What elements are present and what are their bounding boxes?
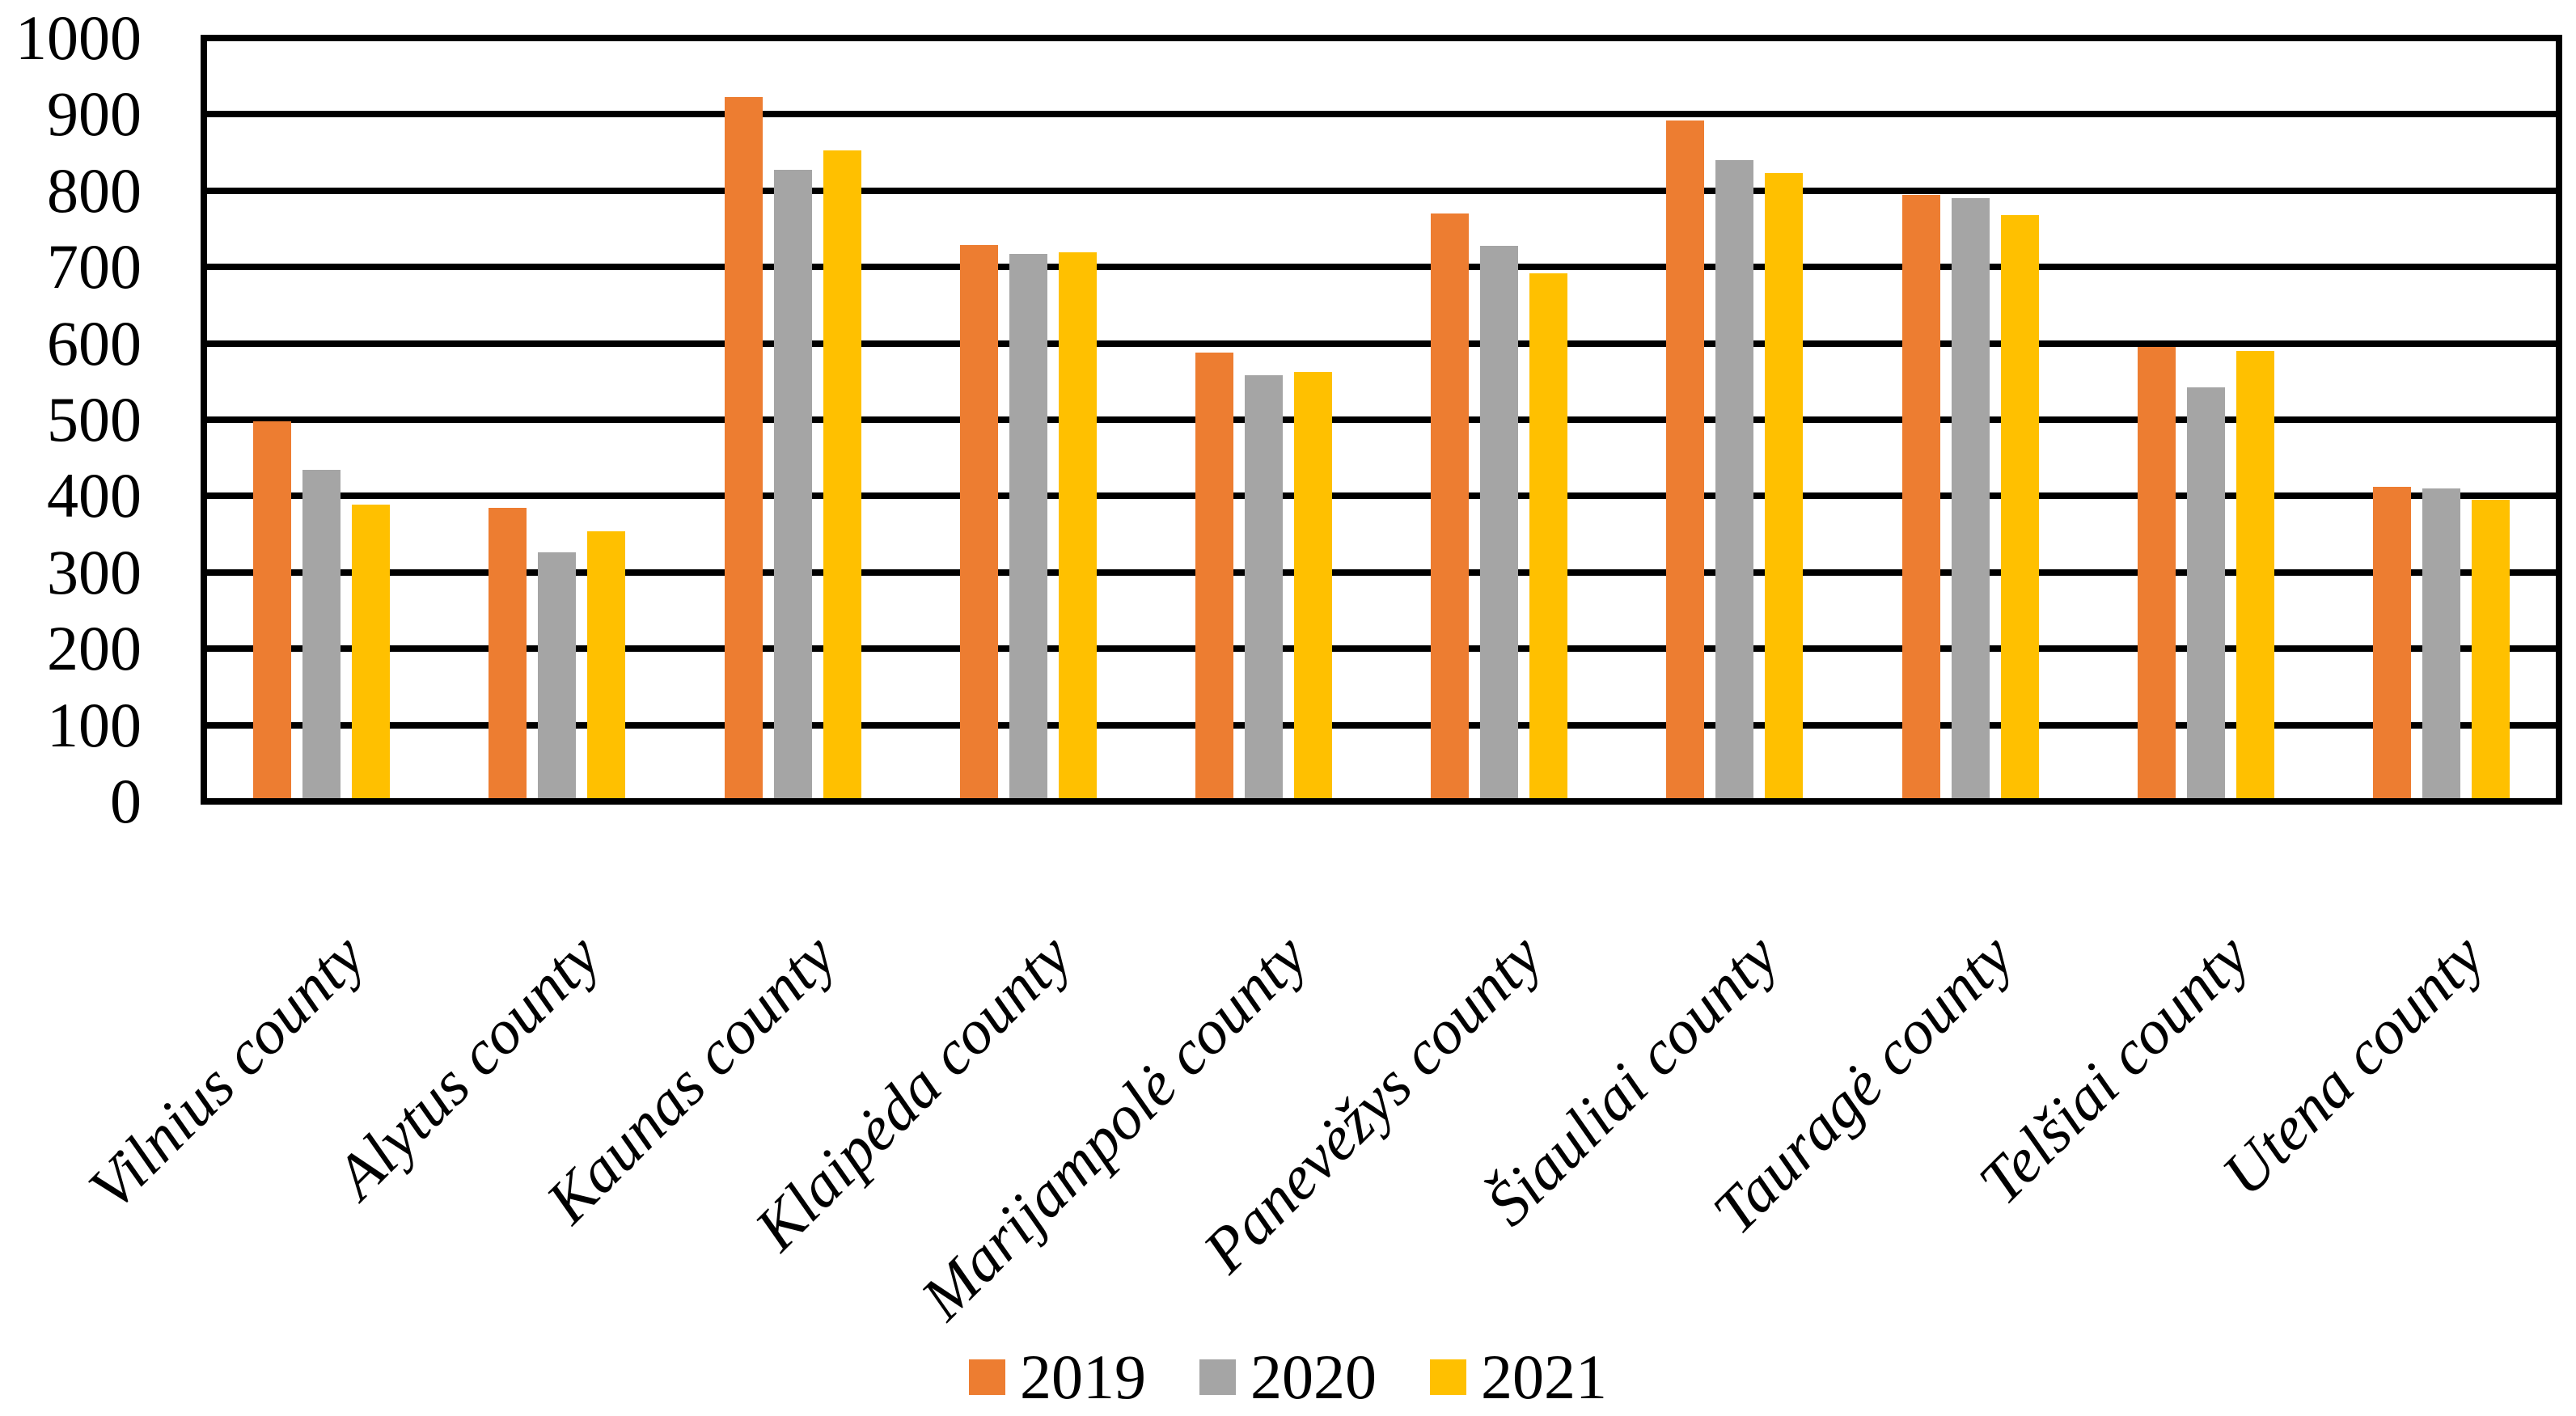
bar-tauragė-2020	[1951, 198, 1990, 805]
bar-vilnius-2020	[302, 470, 341, 805]
gridline-900	[201, 111, 2562, 118]
legend-swatch-2019	[969, 1359, 1005, 1395]
y-tick-label-800: 800	[47, 154, 142, 226]
legend-swatch-2021	[1430, 1359, 1466, 1395]
bar-klaipėda-2020	[1009, 253, 1047, 805]
gridline-500	[201, 416, 2562, 423]
legend-item-2020: 2020	[1199, 1342, 1377, 1412]
y-tick-label-400: 400	[47, 460, 142, 531]
legend-label-2021: 2021	[1481, 1342, 1607, 1412]
bar-panevėžys-2020	[1480, 246, 1519, 805]
bar-kaunas-2021	[823, 150, 861, 805]
bar-vilnius-2021	[352, 504, 391, 805]
legend-item-2021: 2021	[1430, 1342, 1607, 1412]
bar-telšiai-2020	[2186, 387, 2225, 805]
legend-item-2019: 2019	[969, 1342, 1146, 1412]
gridline-100	[201, 721, 2562, 729]
bar-panevėžys-2019	[1431, 213, 1470, 805]
bar-kaunas-2020	[773, 170, 812, 805]
legend-swatch-2020	[1199, 1359, 1236, 1395]
bar-vilnius-2019	[253, 421, 292, 805]
bar-klaipėda-2019	[959, 244, 998, 805]
bar-alytus-2021	[587, 530, 626, 805]
y-tick-label-1000: 1000	[15, 2, 142, 73]
bar-telšiai-2019	[2137, 347, 2176, 805]
gridline-700	[201, 264, 2562, 271]
plot-border-right	[2556, 35, 2562, 805]
gridline-300	[201, 569, 2562, 576]
bar-utena-2019	[2372, 486, 2411, 805]
y-tick-label-500: 500	[47, 384, 142, 454]
bar-marijampolė-2021	[1293, 372, 1332, 805]
y-tick-label-100: 100	[47, 689, 142, 760]
bar-utena-2020	[2422, 488, 2460, 805]
y-tick-label-600: 600	[47, 307, 142, 378]
legend: 2019 2020 2021	[0, 1342, 2576, 1412]
bar-tauragė-2019	[1901, 195, 1940, 805]
bar-klaipėda-2021	[1058, 252, 1097, 805]
bar-utena-2021	[2471, 499, 2510, 805]
gridline-800	[201, 187, 2562, 194]
y-tick-label-200: 200	[47, 613, 142, 684]
bar-alytus-2020	[538, 552, 577, 805]
y-axis-line	[201, 35, 207, 805]
bar-šiauliai-2020	[1715, 159, 1754, 805]
y-tick-label-900: 900	[47, 78, 142, 150]
y-tick-label-300: 300	[47, 536, 142, 607]
gridline-600	[201, 340, 2562, 347]
legend-label-2019: 2019	[1020, 1342, 1146, 1412]
bar-marijampolė-2020	[1244, 375, 1283, 805]
x-axis-line	[201, 798, 2562, 805]
bar-šiauliai-2021	[1765, 172, 1804, 805]
legend-label-2020: 2020	[1250, 1342, 1377, 1412]
y-tick-label-0: 0	[110, 766, 142, 836]
bar-marijampolė-2019	[1195, 352, 1233, 805]
bar-alytus-2019	[489, 508, 527, 805]
bar-telšiai-2021	[2235, 350, 2274, 805]
y-tick-label-700: 700	[47, 231, 142, 302]
gridline-200	[201, 645, 2562, 653]
bar-tauragė-2021	[2000, 214, 2039, 805]
bar-šiauliai-2019	[1666, 120, 1705, 805]
bar-panevėžys-2021	[1529, 273, 1568, 805]
bar-kaunas-2019	[724, 97, 763, 805]
x-category-label-vilnius: Vilnius county	[74, 919, 379, 1224]
gridline-400	[201, 492, 2562, 500]
plot-border-top	[201, 35, 2562, 41]
